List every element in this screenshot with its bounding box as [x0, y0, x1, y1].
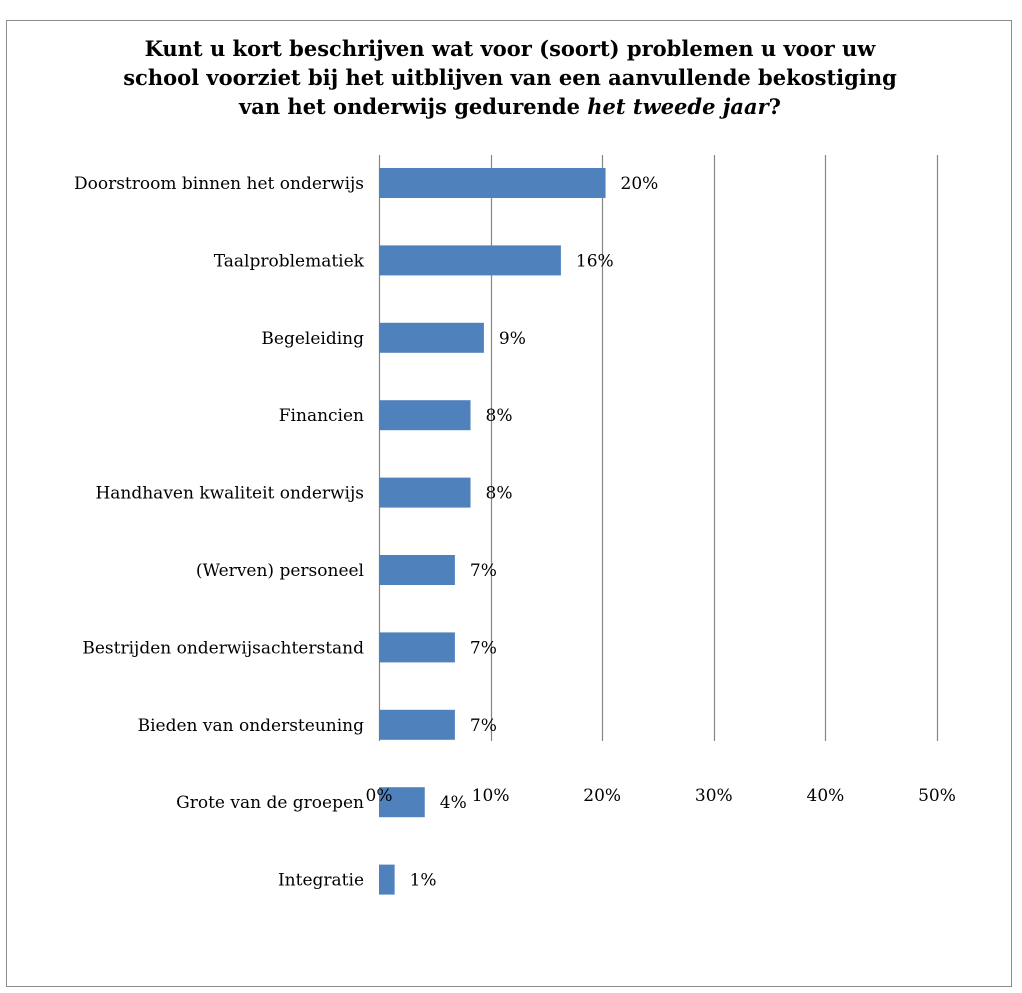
bar-10 [379, 864, 395, 895]
category-label-2: Taalproblematiek [214, 251, 365, 271]
category-label-1: Doorstroom binnen het onderwijs [74, 174, 364, 194]
bar-4 [379, 400, 471, 431]
chart-title: Kunt u kort beschrijven wat voor (soort)… [7, 34, 1013, 121]
category-label-3: Begeleiding [261, 329, 364, 349]
chart-title-emphasis: het tweede jaar [587, 94, 769, 119]
category-label-4: Financien [279, 406, 364, 426]
category-labels: Doorstroom binnen het onderwijs Taalprobl… [74, 174, 365, 891]
bar-1 [379, 168, 606, 198]
category-label-8: Bieden van ondersteuning [138, 716, 365, 736]
chart-title-line-3: van het onderwijs gedurende het tweede j… [7, 92, 1013, 121]
category-label-5: Handhaven kwaliteit onderwijs [95, 484, 364, 504]
data-label-9: 4% [440, 793, 467, 813]
category-label-6: (Werven) personeel [196, 561, 364, 581]
data-label-1: 20% [621, 174, 659, 194]
bar-6 [379, 555, 455, 585]
category-label-10: Integratie [278, 871, 364, 891]
data-label-4: 8% [486, 406, 513, 426]
chart-title-line-3-prefix: van het onderwijs gedurende [239, 94, 588, 119]
bar-8 [379, 709, 455, 740]
x-tick-label-10: 10% [472, 786, 510, 806]
x-tick-label-30: 30% [695, 786, 733, 806]
bars [379, 168, 606, 895]
category-label-7: Bestrijden onderwijsachterstand [82, 638, 364, 658]
data-label-10: 1% [410, 871, 437, 891]
data-label-2: 16% [576, 251, 614, 271]
data-label-5: 8% [486, 484, 513, 504]
bar-5 [379, 477, 471, 508]
chart-title-line-1: Kunt u kort beschrijven wat voor (soort)… [144, 36, 876, 61]
x-tick-label-20: 20% [583, 786, 621, 806]
chart-title-line-2: school voorziet bij het uitblijven van e… [123, 65, 897, 90]
bar-2 [379, 245, 561, 276]
chart-title-line-3-suffix: ? [768, 94, 781, 119]
x-tick-label-0: 0% [366, 786, 393, 806]
data-label-8: 7% [470, 716, 497, 736]
category-label-9: Grote van de groepen [176, 793, 364, 813]
data-label-3: 9% [499, 329, 526, 349]
x-axis-tick-labels: 0% 10% 20% 30% 40% 50% [366, 786, 956, 806]
data-labels: 20% 16% 9% 8% 8% 7% 7% 7% 4% 1% [410, 174, 659, 891]
bar-3 [379, 322, 484, 353]
chart-frame: Kunt u kort beschrijven wat voor (soort)… [6, 20, 1012, 987]
x-tick-label-40: 40% [807, 786, 845, 806]
bar-chart: Doorstroom binnen het onderwijs Taalprobl… [74, 155, 956, 895]
x-tick-label-50: 50% [918, 786, 956, 806]
gridlines [378, 155, 939, 741]
data-label-7: 7% [470, 638, 497, 658]
bar-9 [379, 787, 425, 818]
bar-7 [379, 632, 455, 663]
data-label-6: 7% [470, 561, 497, 581]
